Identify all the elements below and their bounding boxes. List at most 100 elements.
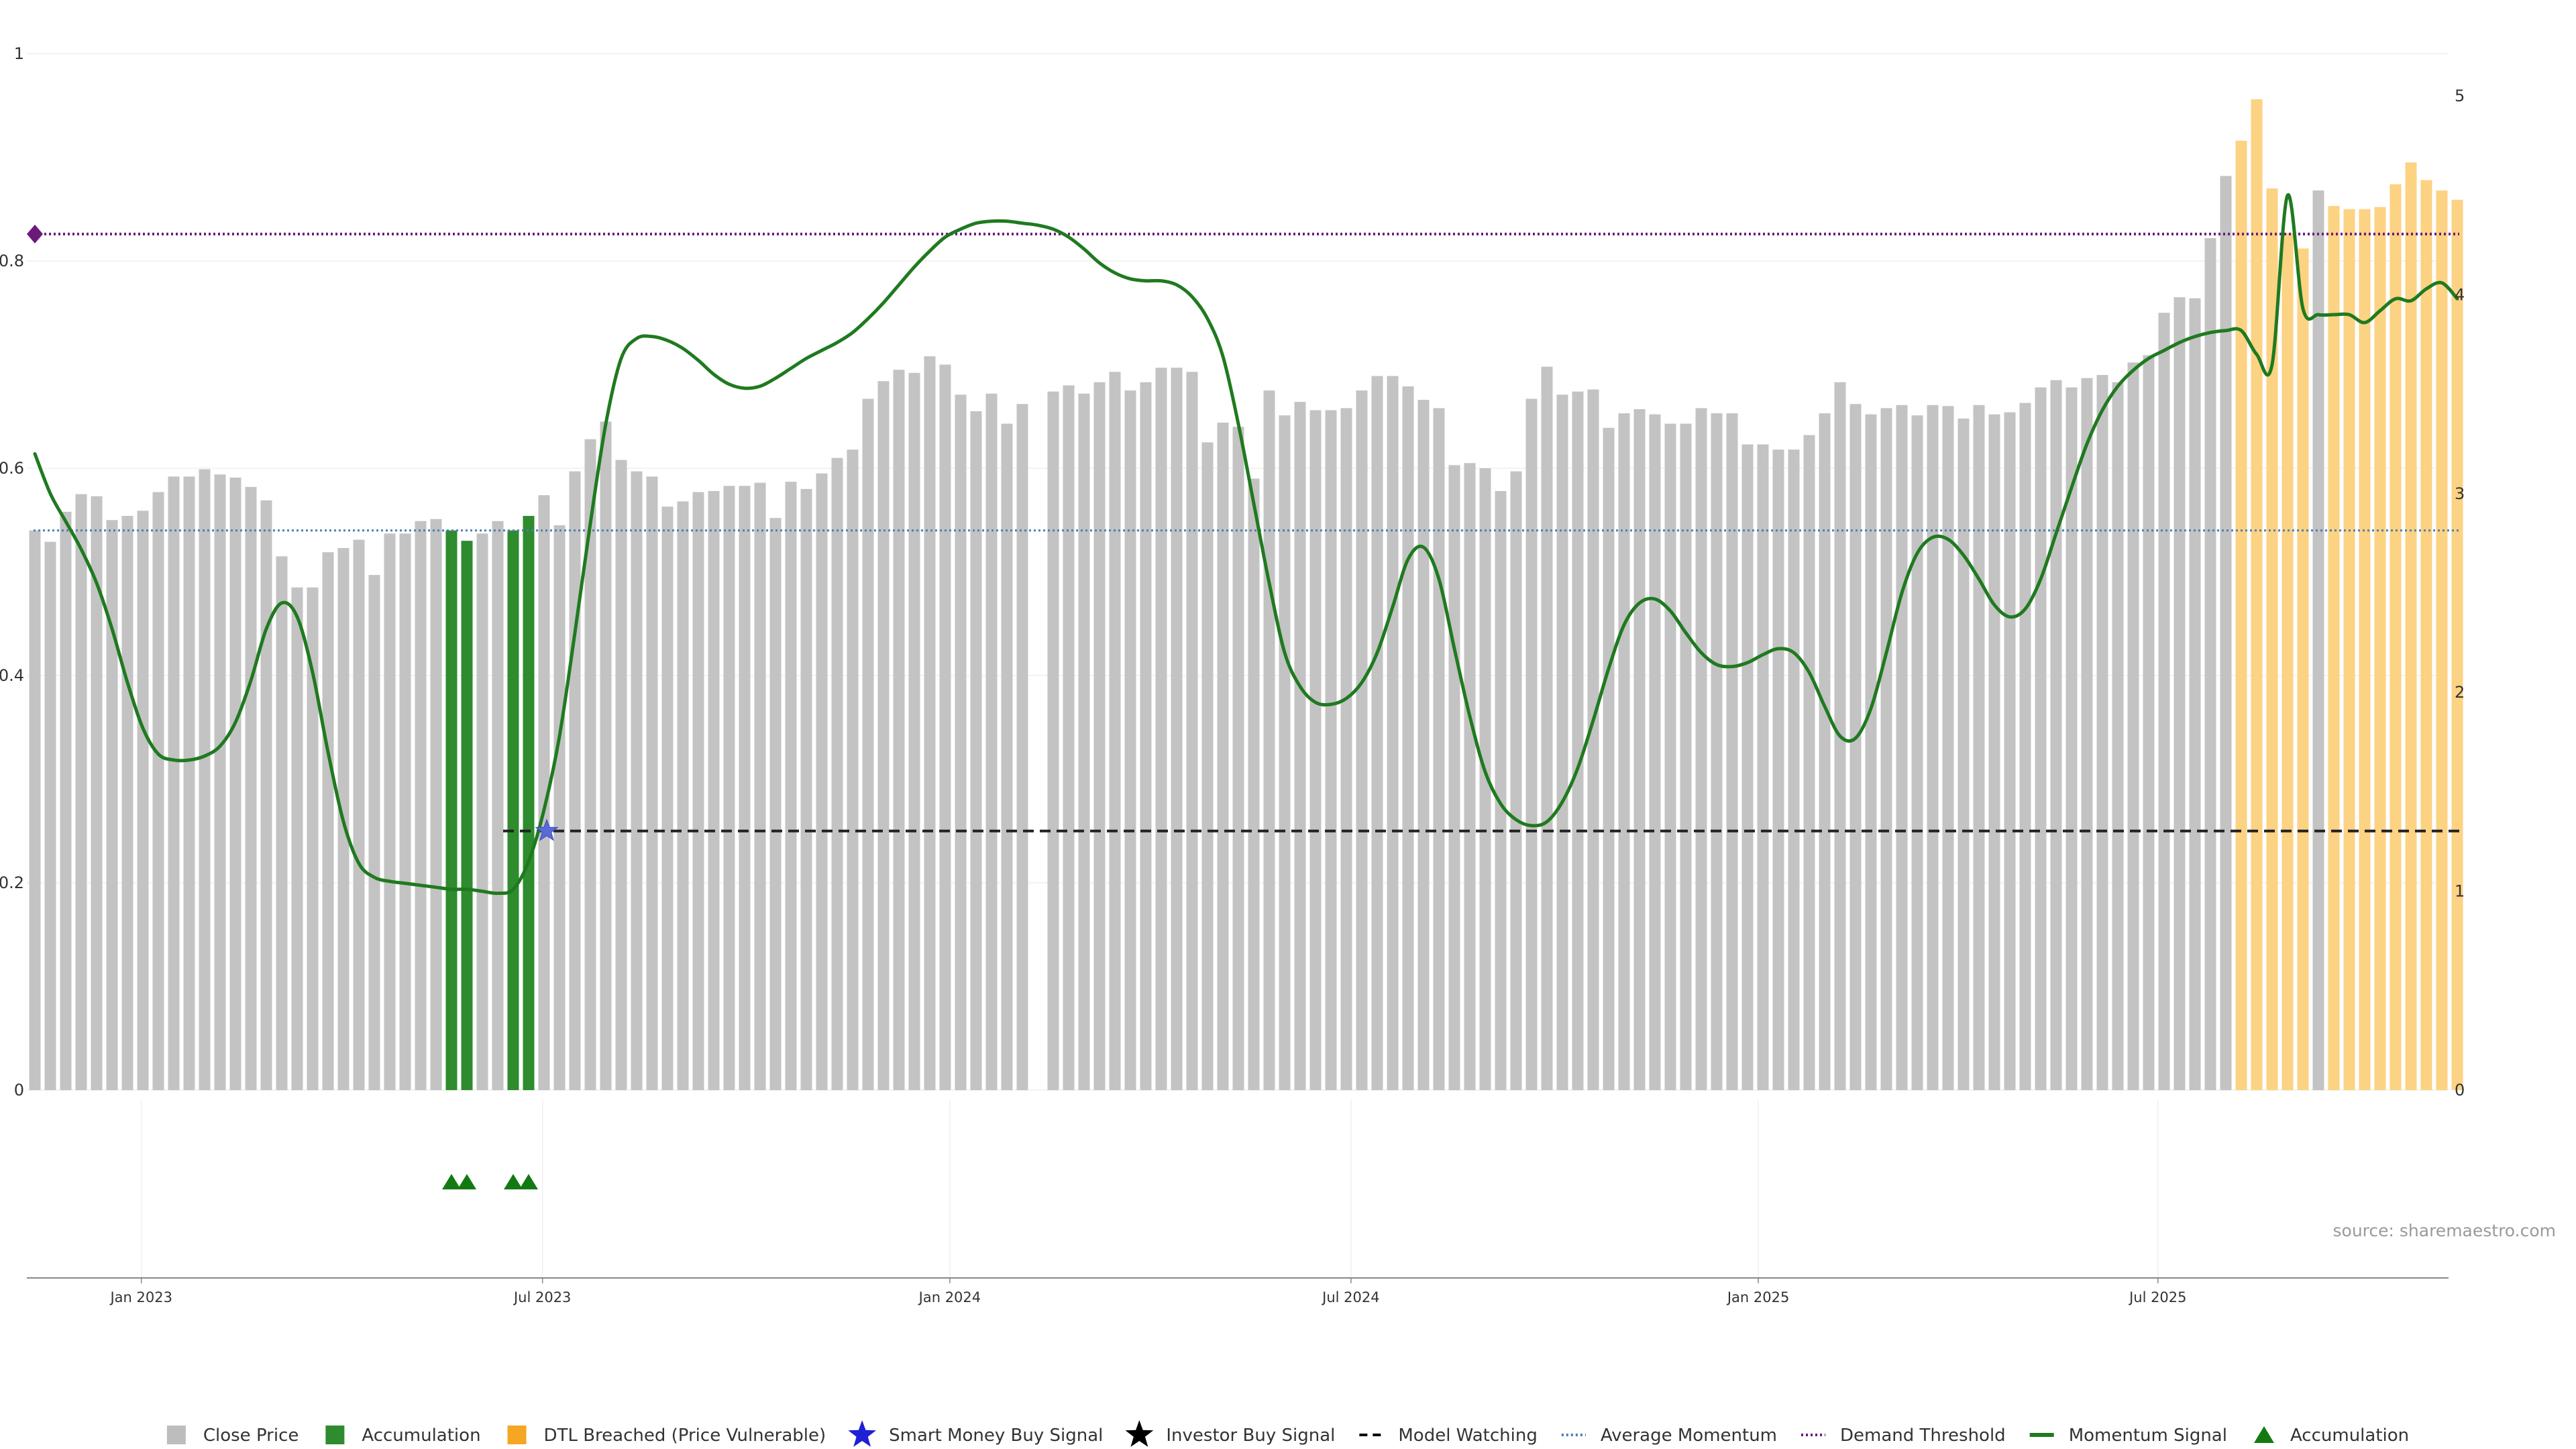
accumulation-triangle: [504, 1174, 523, 1189]
close-price-bar: [384, 533, 396, 1090]
close-price-bar: [2004, 412, 2016, 1090]
close-price-bar: [1803, 435, 1815, 1090]
legend-item: Accumulation: [325, 1426, 481, 1446]
close-price-bar: [2312, 190, 2324, 1091]
close-price-bar: [1788, 449, 1800, 1090]
close-price-bar: [1001, 423, 1013, 1090]
close-price-bar: [677, 501, 689, 1090]
close-price-bar: [1047, 391, 1059, 1091]
close-price-bar: [1510, 471, 1522, 1090]
close-price-bar: [2112, 382, 2124, 1090]
legend-item: Smart Money Buy Signal: [848, 1420, 1103, 1447]
close-price-bar: [415, 521, 427, 1090]
legend-label: Accumulation: [362, 1426, 480, 1446]
close-price-bar: [1495, 490, 1507, 1090]
close-price-bar: [893, 370, 905, 1090]
left-tick-label: 0.6: [0, 459, 24, 478]
close-price-bar: [1016, 404, 1028, 1090]
legend-label: Average Momentum: [1601, 1426, 1777, 1446]
close-price-bar: [1741, 444, 1754, 1090]
legend-label: Investor Buy Signal: [1166, 1426, 1335, 1446]
close-price-bar: [939, 364, 951, 1090]
right-tick-label: 4: [2455, 285, 2465, 304]
close-price-bar: [492, 521, 504, 1090]
legend-swatch: [325, 1426, 345, 1444]
close-price-bar: [692, 492, 704, 1090]
left-tick-label: 1: [14, 44, 24, 63]
close-price-bar: [2065, 387, 2078, 1090]
close-price-bar: [1680, 423, 1692, 1090]
close-price-bar: [1942, 406, 1954, 1090]
close-price-bar: [121, 516, 133, 1090]
close-price-bar: [1124, 390, 1136, 1090]
right-tick-label: 2: [2455, 683, 2465, 702]
momentum-signal-line: [33, 193, 2459, 896]
close-price-bar: [769, 518, 782, 1090]
dtl-breached-bar: [2266, 188, 2278, 1091]
close-price-bar: [1109, 372, 1121, 1091]
close-price-bar: [229, 477, 241, 1090]
close-price-bar: [183, 476, 195, 1090]
close-price-bar: [661, 506, 674, 1090]
close-price-bar: [245, 486, 257, 1090]
close-price-bar: [1896, 405, 1908, 1090]
close-price-bar: [1479, 468, 1491, 1090]
close-price-bar: [584, 439, 596, 1090]
close-price-bar: [2096, 374, 2108, 1091]
close-price-bar: [91, 496, 103, 1090]
close-price-bar: [1201, 442, 1214, 1090]
right-tick-label: 5: [2455, 87, 2465, 105]
close-price-bar: [476, 533, 488, 1090]
close-price-bar: [75, 494, 87, 1090]
close-price-bar: [1695, 408, 1707, 1090]
close-price-bar: [291, 587, 303, 1090]
axes: 0 0.2 0.4 0.6 0.8 1 Jan 2023 Jul 2023 Jan 2024 Ju…: [0, 44, 2465, 1305]
close-price-bar: [754, 482, 766, 1090]
accumulation-bar: [461, 541, 473, 1090]
legend-item: Investor Buy Signal: [1125, 1420, 1335, 1447]
close-price-bar: [29, 530, 41, 1090]
close-price-bar: [1880, 408, 1892, 1090]
smart-money-buy-signal-star: [535, 818, 559, 841]
close-price-bar: [2204, 238, 2216, 1090]
dtl-breached-bar: [2405, 162, 2417, 1091]
dtl-breached-bar: [2390, 184, 2402, 1090]
close-price-bar: [260, 500, 272, 1090]
close-price-bar: [877, 381, 890, 1090]
close-price-bar: [1340, 408, 1352, 1090]
close-price-bar: [1263, 390, 1275, 1090]
legend-label: Accumulation: [2290, 1426, 2409, 1446]
legend-star-icon: [848, 1420, 877, 1447]
legend-label: Momentum Signal: [2069, 1426, 2227, 1446]
dtl-breached-bar: [2359, 209, 2371, 1090]
close-price-bar: [1556, 394, 1568, 1091]
close-price-bar: [1371, 376, 1383, 1090]
close-price-bar: [1726, 413, 1738, 1090]
close-price-bar: [908, 372, 920, 1090]
accumulation-bar: [445, 530, 458, 1090]
x-tick-label: Jan 2025: [1726, 1289, 1790, 1305]
close-price-bar: [1325, 410, 1337, 1090]
legend-item: DTL Breached (Price Vulnerable): [507, 1426, 826, 1446]
close-price-bar: [1402, 386, 1414, 1090]
close-price-bar: [1171, 368, 1183, 1090]
right-tick-label: 0: [2455, 1081, 2465, 1099]
legend-label: Model Watching: [1398, 1426, 1537, 1446]
right-tick-label: 3: [2455, 484, 2465, 503]
close-price-bar: [1448, 465, 1460, 1090]
dtl-breached-bar: [2328, 206, 2340, 1090]
close-price-bar: [2127, 362, 2139, 1091]
close-price-bar: [430, 519, 442, 1090]
close-price-bar: [214, 474, 226, 1090]
close-price-bar: [631, 471, 643, 1090]
close-price-bar: [1387, 376, 1399, 1090]
legend: Close Price Accumulation DTL Breached (Pri…: [166, 1420, 2409, 1447]
close-price-bar: [1525, 398, 1538, 1090]
dtl-breached-bar: [2420, 180, 2432, 1090]
close-price-bar: [1294, 402, 1306, 1090]
close-price-bar: [44, 541, 56, 1090]
close-price-bar: [368, 575, 380, 1090]
close-price-bar: [1217, 423, 1229, 1090]
legend-label: Smart Money Buy Signal: [889, 1426, 1103, 1446]
